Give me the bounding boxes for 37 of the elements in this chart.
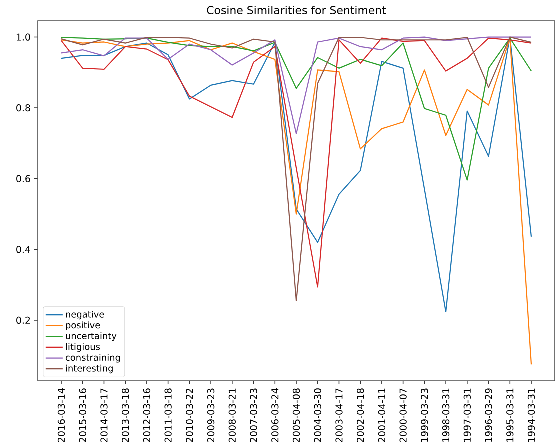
x-tick-label: 2012-03-16 [143,388,151,442]
x-tick-label: 1997-03-31 [464,388,471,442]
x-tick-label: 1995-03-31 [506,388,514,442]
x-tick-label: 2011-03-18 [164,388,172,442]
x-tick-label: 2001-04-11 [378,388,386,442]
x-tick-label: 2002-04-18 [357,388,364,442]
legend-label: litigious [66,343,100,352]
x-tick-label: 2007-03-23 [250,388,258,442]
legend-label: interesting [66,364,113,374]
x-tick-label: 2006-03-24 [272,388,279,442]
x-tick-label: 1998-03-31 [442,388,450,442]
legend-label: negative [66,310,104,320]
legend-label: uncertainty [66,332,117,342]
x-tick-label: 1999-03-23 [421,388,428,442]
x-tick-label: 2004-03-30 [314,388,322,442]
x-tick-label: 2008-03-21 [228,388,236,442]
x-tick-label: 2009-03-23 [207,388,215,442]
x-tick-label: 2000-04-07 [400,388,407,442]
x-tick-label: 2016-03-14 [58,388,66,442]
x-tick-label: 1994-03-31 [528,388,536,442]
legend-label: positive [66,322,100,330]
y-tick-label: 0.2 [16,316,30,324]
line-series [60,38,532,366]
x-tick-label: 2003-04-17 [336,388,343,442]
x-tick-label: 2010-03-22 [186,388,194,442]
y-tick-label: 0.8 [16,104,30,112]
y-tick-label: 0.4 [16,246,30,254]
x-tick-label: 2014-03-17 [100,388,108,442]
legend-label: constraining [66,354,120,363]
x-tick-label: 2013-03-18 [122,388,130,442]
y-tick-label: 1.0 [16,34,30,41]
line-series [60,37,532,181]
x-tick-label: 2005-04-08 [292,388,300,442]
x-tick-label: 1996-03-29 [485,388,492,442]
x-tick-label: 2015-03-16 [79,388,86,442]
y-tick-label: 0.6 [16,175,30,182]
chart-title: Cosine Similarities for Sentiment [207,6,386,14]
